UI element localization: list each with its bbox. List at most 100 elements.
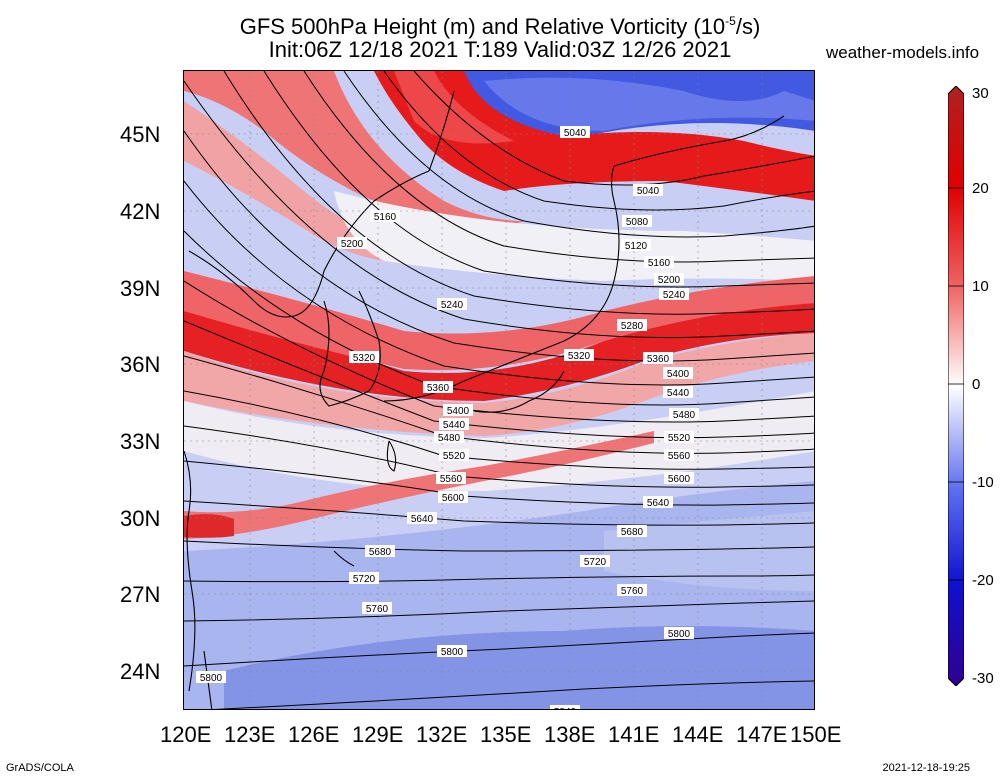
svg-text:5520: 5520 — [443, 451, 466, 462]
svg-text:5560: 5560 — [440, 474, 463, 485]
svg-text:5360: 5360 — [647, 354, 670, 365]
lon-tick-label: 138E — [544, 722, 596, 747]
contour-label: 5040 — [560, 126, 590, 139]
svg-text:5040: 5040 — [564, 128, 587, 139]
contour-label: 5440 — [663, 386, 693, 399]
contour-label: 5440 — [439, 418, 469, 431]
contour-label: 5240 — [437, 298, 467, 311]
colorbar-tick-label: -10 — [972, 474, 994, 491]
contour-label: 5680 — [617, 525, 647, 538]
lat-tick-label: 45N — [120, 122, 161, 147]
contour-label: 5360 — [423, 381, 453, 394]
svg-text:5760: 5760 — [621, 586, 644, 597]
contour-label: 5320 — [564, 349, 594, 362]
svg-text:5480: 5480 — [438, 433, 461, 444]
lon-tick-label: 144E — [672, 722, 724, 747]
colorbar-tick-label: 10 — [972, 278, 989, 295]
svg-text:5840: 5840 — [554, 707, 577, 710]
colorbar-tick-label: -20 — [972, 572, 994, 589]
svg-text:5480: 5480 — [673, 410, 696, 421]
contour-label: 5720 — [580, 555, 610, 568]
svg-text:5240: 5240 — [663, 290, 686, 301]
lat-tick-label: 36N — [120, 352, 161, 377]
contour-label: 5320 — [349, 351, 379, 364]
contour-label: 5120 — [621, 239, 651, 252]
map-panel: 5040 5040 5080 5120 5160 5160 5200 5200 … — [183, 70, 815, 710]
chart-title-line1: GFS 500hPa Height (m) and Relative Vorti… — [239, 14, 761, 39]
svg-text:5400: 5400 — [447, 406, 470, 417]
svg-text:5640: 5640 — [411, 514, 434, 525]
contour-label: 5600 — [438, 491, 468, 504]
contour-label: 5560 — [436, 472, 466, 485]
svg-text:5040: 5040 — [637, 186, 660, 197]
contour-label: 5840 — [550, 705, 580, 710]
contour-label: 5400 — [663, 367, 693, 380]
svg-text:5200: 5200 — [341, 239, 364, 250]
contour-label: 5760 — [617, 584, 647, 597]
svg-text:5520: 5520 — [668, 433, 691, 444]
svg-text:5280: 5280 — [621, 321, 644, 332]
svg-text:5600: 5600 — [668, 474, 691, 485]
svg-text:5440: 5440 — [443, 420, 466, 431]
lon-tick-label: 126E — [288, 722, 340, 747]
contour-label: 5600 — [664, 472, 694, 485]
contour-label: 5680 — [365, 545, 395, 558]
svg-text:5160: 5160 — [648, 258, 671, 269]
contour-label: 5520 — [664, 431, 694, 444]
contour-label: 5720 — [349, 572, 379, 585]
lon-tick-label: 147E — [736, 722, 788, 747]
svg-text:5360: 5360 — [427, 383, 450, 394]
svg-text:5160: 5160 — [374, 212, 397, 223]
chart-title-line2: Init:06Z 12/18 2021 T:189 Valid:03Z 12/2… — [268, 37, 732, 62]
contour-label: 5040 — [633, 184, 663, 197]
contour-label: 5480 — [669, 408, 699, 421]
contour-label: 5640 — [643, 496, 673, 509]
contour-label: 5280 — [617, 319, 647, 332]
contour-label: 5240 — [659, 288, 689, 301]
height-contours — [184, 71, 814, 709]
svg-text:5240: 5240 — [441, 300, 464, 311]
footer-timestamp: 2021-12-18-19:25 — [882, 762, 970, 774]
contour-label: 5200 — [654, 273, 684, 286]
contour-label: 5360 — [643, 352, 673, 365]
colorbar-tick-label: 0 — [972, 376, 981, 393]
svg-text:5120: 5120 — [625, 241, 648, 252]
vorticity-map: 5040 5040 5080 5120 5160 5160 5200 5200 … — [184, 71, 814, 710]
lon-tick-label: 141E — [608, 722, 660, 747]
lon-tick-label: 129E — [352, 722, 404, 747]
lat-tick-label: 27N — [120, 582, 161, 607]
svg-text:5760: 5760 — [366, 604, 389, 615]
svg-text:5400: 5400 — [667, 369, 690, 380]
svg-text:5800: 5800 — [668, 629, 691, 640]
lat-tick-label: 33N — [120, 429, 161, 454]
svg-text:5440: 5440 — [667, 388, 690, 399]
lat-tick-label: 39N — [120, 276, 161, 301]
lon-tick-label: 135E — [480, 722, 532, 747]
contour-label: 5480 — [434, 431, 464, 444]
svg-text:5200: 5200 — [658, 275, 681, 286]
site-watermark: weather-models.info — [826, 43, 980, 62]
contour-label: 5800 — [664, 627, 694, 640]
lon-tick-label: 132E — [416, 722, 468, 747]
contour-label: 5760 — [362, 602, 392, 615]
contour-label: 5160 — [644, 256, 674, 269]
colorbar-tick-label: -30 — [972, 670, 994, 687]
lon-tick-label: 120E — [160, 722, 212, 747]
svg-text:5680: 5680 — [621, 527, 644, 538]
svg-text:5560: 5560 — [668, 451, 691, 462]
contour-label: 5200 — [337, 237, 367, 250]
svg-text:5720: 5720 — [353, 574, 376, 585]
colorbar-tick-label: 30 — [972, 85, 989, 102]
svg-text:5800: 5800 — [441, 647, 464, 658]
lat-tick-label: 24N — [120, 659, 161, 684]
colorbar — [948, 86, 964, 686]
svg-text:5600: 5600 — [442, 493, 465, 504]
svg-text:5800: 5800 — [200, 673, 223, 684]
svg-text:5320: 5320 — [353, 353, 376, 364]
contour-labels: 5040 5040 5080 5120 5160 5160 5200 5200 … — [196, 126, 699, 710]
svg-text:5320: 5320 — [568, 351, 591, 362]
contour-label: 5080 — [622, 215, 652, 228]
svg-text:5640: 5640 — [647, 498, 670, 509]
contour-label: 5560 — [664, 449, 694, 462]
lon-tick-label: 150E — [790, 722, 842, 747]
